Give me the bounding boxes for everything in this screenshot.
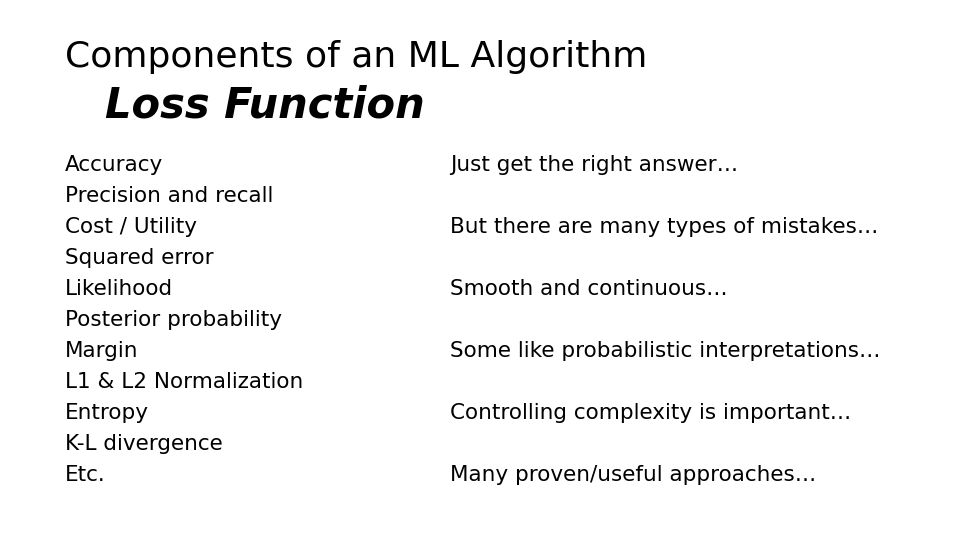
Text: Entropy: Entropy [65,403,149,423]
Text: Controlling complexity is important…: Controlling complexity is important… [450,403,852,423]
Text: Etc.: Etc. [65,465,106,485]
Text: But there are many types of mistakes…: But there are many types of mistakes… [450,217,878,237]
Text: Many proven/useful approaches…: Many proven/useful approaches… [450,465,816,485]
Text: Precision and recall: Precision and recall [65,186,274,206]
Text: K-L divergence: K-L divergence [65,434,223,454]
Text: L1 & L2 Normalization: L1 & L2 Normalization [65,372,303,392]
Text: Squared error: Squared error [65,248,214,268]
Text: Some like probabilistic interpretations…: Some like probabilistic interpretations… [450,341,880,361]
Text: Likelihood: Likelihood [65,279,173,299]
Text: Margin: Margin [65,341,138,361]
Text: Cost / Utility: Cost / Utility [65,217,197,237]
Text: Just get the right answer…: Just get the right answer… [450,155,738,175]
Text: Loss Function: Loss Function [105,85,424,127]
Text: Posterior probability: Posterior probability [65,310,282,330]
Text: Smooth and continuous…: Smooth and continuous… [450,279,728,299]
Text: Components of an ML Algorithm: Components of an ML Algorithm [65,40,647,74]
Text: Accuracy: Accuracy [65,155,163,175]
